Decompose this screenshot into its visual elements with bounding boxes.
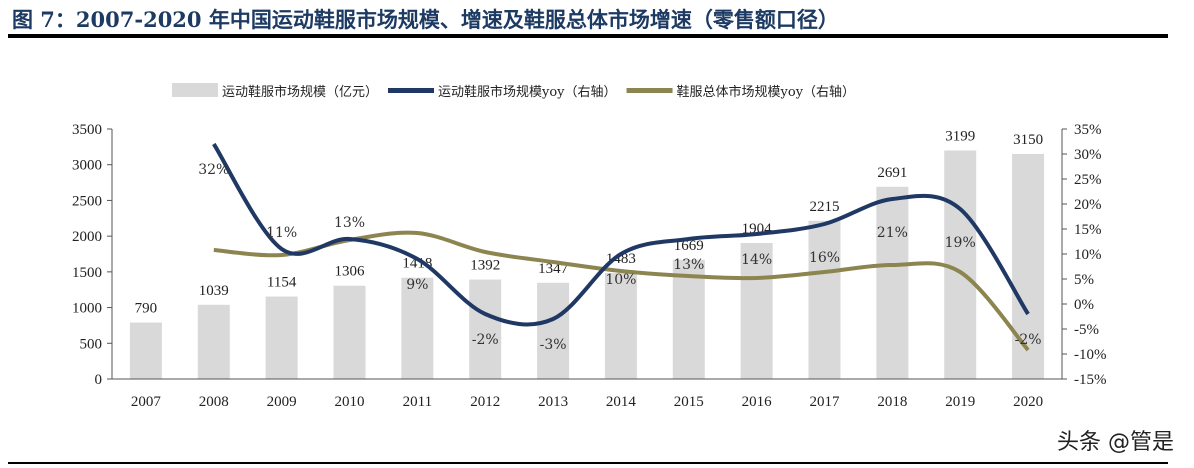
- data-label-2019: 19%: [945, 235, 976, 251]
- title-rule: [8, 34, 1168, 38]
- data-label-2015: 13%: [673, 257, 704, 273]
- bar-2011: [401, 277, 434, 379]
- left-tick-label: 2500: [72, 193, 102, 209]
- bar-2018: [876, 186, 909, 379]
- right-tick-label: 35%: [1074, 122, 1102, 138]
- x-tick-label: 2013: [538, 394, 568, 410]
- legend-swatch-line: [388, 88, 435, 93]
- right-tick-label: 10%: [1074, 247, 1102, 263]
- data-label-2014: 10%: [605, 272, 636, 288]
- x-tick-label: 2019: [945, 394, 975, 410]
- bar-2012: [469, 279, 502, 379]
- x-tick-label: 2008: [199, 394, 229, 410]
- data-label-2020: -2%: [1015, 332, 1042, 348]
- x-tick-label: 2010: [335, 394, 365, 410]
- bar-label-2010: 1306: [335, 264, 366, 280]
- bar-2009: [265, 296, 298, 379]
- right-tick-label: -5%: [1074, 322, 1099, 338]
- left-tick-label: 3500: [72, 122, 102, 138]
- data-label-2012: -2%: [472, 332, 499, 348]
- bar-2010: [333, 285, 366, 379]
- bar-label-2020: 3150: [1013, 132, 1043, 148]
- bar-2014: [604, 273, 637, 379]
- data-label-2009: 11%: [266, 225, 297, 241]
- legend-swatch-line: [626, 88, 673, 93]
- data-label-2016: 14%: [741, 252, 772, 268]
- right-tick-label: 15%: [1074, 222, 1102, 238]
- legend-swatch-bar: [172, 83, 218, 97]
- legend-label: 运动鞋服市场规模yoy（右轴）: [438, 84, 617, 100]
- right-tick-label: 30%: [1074, 147, 1102, 163]
- bar-2007: [129, 322, 162, 379]
- left-tick-label: 1000: [72, 301, 102, 317]
- chart-title: 图 7：2007-2020 年中国运动鞋服市场规模、增速及鞋服总体市场增速（零售…: [12, 7, 839, 32]
- x-tick-label: 2014: [606, 394, 637, 410]
- bar-label-2012: 1392: [470, 258, 500, 274]
- bar-2017: [808, 220, 841, 379]
- bar-label-2014: 1483: [606, 251, 636, 267]
- data-label-2010: 13%: [334, 215, 365, 231]
- bar-label-2017: 2215: [810, 199, 840, 215]
- bar-2020: [1012, 154, 1045, 379]
- bar-label-2009: 1154: [267, 275, 297, 291]
- right-tick-label: -15%: [1074, 372, 1107, 388]
- data-label-2018: 21%: [877, 225, 908, 241]
- bar-label-2018: 2691: [877, 165, 907, 181]
- right-tick-label: 0%: [1074, 297, 1094, 313]
- x-tick-label: 2020: [1013, 394, 1043, 410]
- right-tick-label: 5%: [1074, 272, 1094, 288]
- data-label-2011: 9%: [406, 277, 428, 293]
- legend-label: 运动鞋服市场规模（亿元）: [222, 84, 378, 100]
- left-tick-label: 2000: [72, 229, 102, 245]
- bar-label-2019: 3199: [945, 129, 975, 145]
- legend-label: 鞋服总体市场规模yoy（右轴）: [677, 84, 856, 100]
- left-tick-label: 1500: [72, 265, 102, 281]
- bar-2008: [197, 304, 230, 379]
- x-tick-label: 2011: [403, 394, 432, 410]
- bar-label-2007: 790: [135, 301, 158, 317]
- bar-label-2011: 1418: [402, 256, 432, 272]
- bar-2013: [537, 282, 570, 379]
- bottom-rule: [8, 462, 1168, 464]
- watermark: 头条 @管是: [1057, 430, 1174, 455]
- bar-label-2008: 1039: [199, 283, 229, 299]
- x-tick-label: 2016: [742, 394, 773, 410]
- data-label-2017: 16%: [809, 250, 840, 266]
- left-tick-label: 3000: [72, 158, 102, 174]
- bar-2016: [740, 243, 773, 379]
- x-tick-label: 2009: [267, 394, 297, 410]
- right-tick-label: 20%: [1074, 197, 1102, 213]
- left-tick-label: 500: [80, 336, 103, 352]
- left-tick-label: 0: [95, 372, 103, 388]
- right-tick-label: -10%: [1074, 347, 1107, 363]
- x-tick-label: 2015: [674, 394, 704, 410]
- x-tick-label: 2018: [877, 394, 907, 410]
- x-tick-label: 2017: [810, 394, 841, 410]
- bar-2015: [672, 259, 705, 379]
- data-label-2008: 32%: [198, 162, 229, 178]
- line-sportswear-yoy: [212, 142, 1030, 327]
- data-label-2013: -3%: [540, 337, 567, 353]
- x-tick-label: 2012: [470, 394, 500, 410]
- x-tick-label: 2007: [131, 394, 162, 410]
- right-tick-label: 25%: [1074, 172, 1102, 188]
